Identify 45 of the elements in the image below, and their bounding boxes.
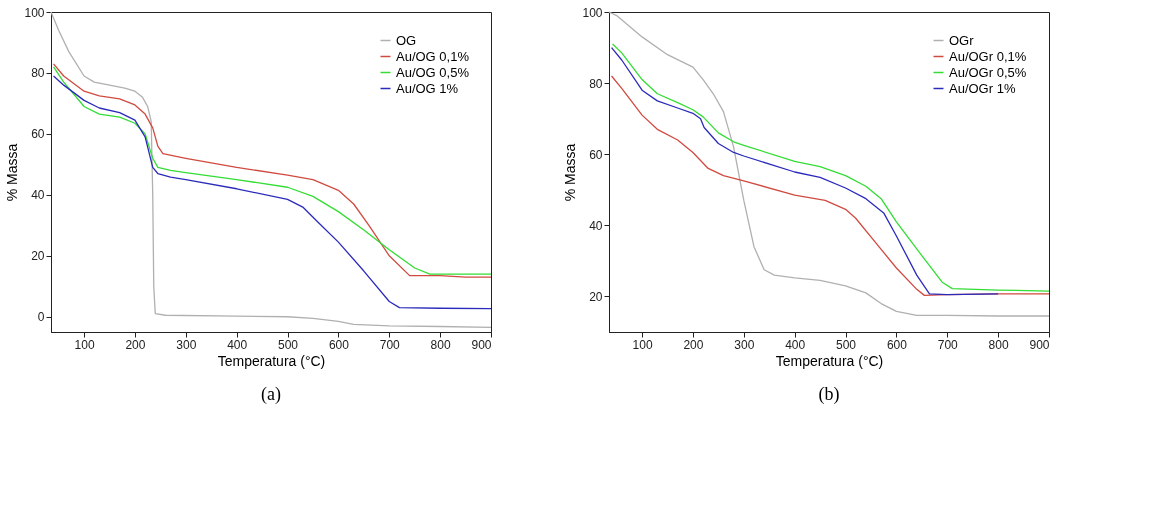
x-tick-label: 500	[278, 337, 299, 352]
legend-label: Au/OG 0,5%	[396, 64, 470, 80]
x-tick-label: 900	[471, 337, 492, 352]
y-tick-label: 80	[589, 76, 603, 91]
y-tick-label: 60	[31, 127, 45, 142]
y-axis-title: % Massa	[562, 143, 579, 202]
legend-label: Au/OGr 1%	[949, 80, 1016, 96]
y-tick-label: 20	[589, 289, 603, 304]
legend-label: OGr	[949, 32, 975, 48]
x-tick-label: 500	[836, 337, 857, 352]
x-tick-label: 300	[734, 337, 755, 352]
x-tick-label: 700	[937, 337, 959, 352]
x-tick-label: 400	[785, 337, 806, 352]
legend-label: OG	[396, 32, 417, 48]
x-tick-label: 800	[988, 337, 1009, 352]
y-axis-title: % Massa	[4, 143, 21, 202]
x-tick-label: 600	[328, 337, 350, 352]
legend-label: Au/OGr 0,5%	[949, 64, 1027, 80]
y-tick-label: 40	[31, 188, 45, 203]
x-tick-label: 200	[683, 337, 704, 352]
x-tick-label: 100	[74, 337, 95, 352]
y-tick-label: 0	[37, 310, 45, 325]
line-series	[608, 11, 1050, 317]
text: (a)	[261, 384, 281, 405]
x-axis-title: Temperatura (°C)	[217, 352, 326, 369]
legend-label: Au/OG 1%	[396, 80, 459, 96]
y-tick-label: 20	[31, 249, 45, 264]
x-tick-label: 300	[176, 337, 197, 352]
x-tick-label: 400	[227, 337, 248, 352]
x-tick-label: 700	[379, 337, 401, 352]
line-series	[50, 11, 492, 329]
y-tick-label: 80	[31, 66, 45, 81]
legend-label: Au/OGr 0,1%	[949, 48, 1027, 64]
x-axis-title: Temperatura (°C)	[775, 352, 884, 369]
x-tick-label: 100	[632, 337, 653, 352]
x-tick-label: 600	[886, 337, 908, 352]
x-tick-label: 200	[125, 337, 146, 352]
y-tick-label: 60	[589, 147, 603, 162]
y-tick-label: 100	[582, 5, 603, 20]
x-tick-label: 800	[430, 337, 451, 352]
text: (b)	[818, 384, 840, 405]
x-tick-label: 900	[1029, 337, 1050, 352]
y-tick-label: 40	[589, 218, 603, 233]
y-tick-label: 100	[24, 5, 45, 20]
legend-label: Au/OG 0,1%	[396, 48, 470, 64]
